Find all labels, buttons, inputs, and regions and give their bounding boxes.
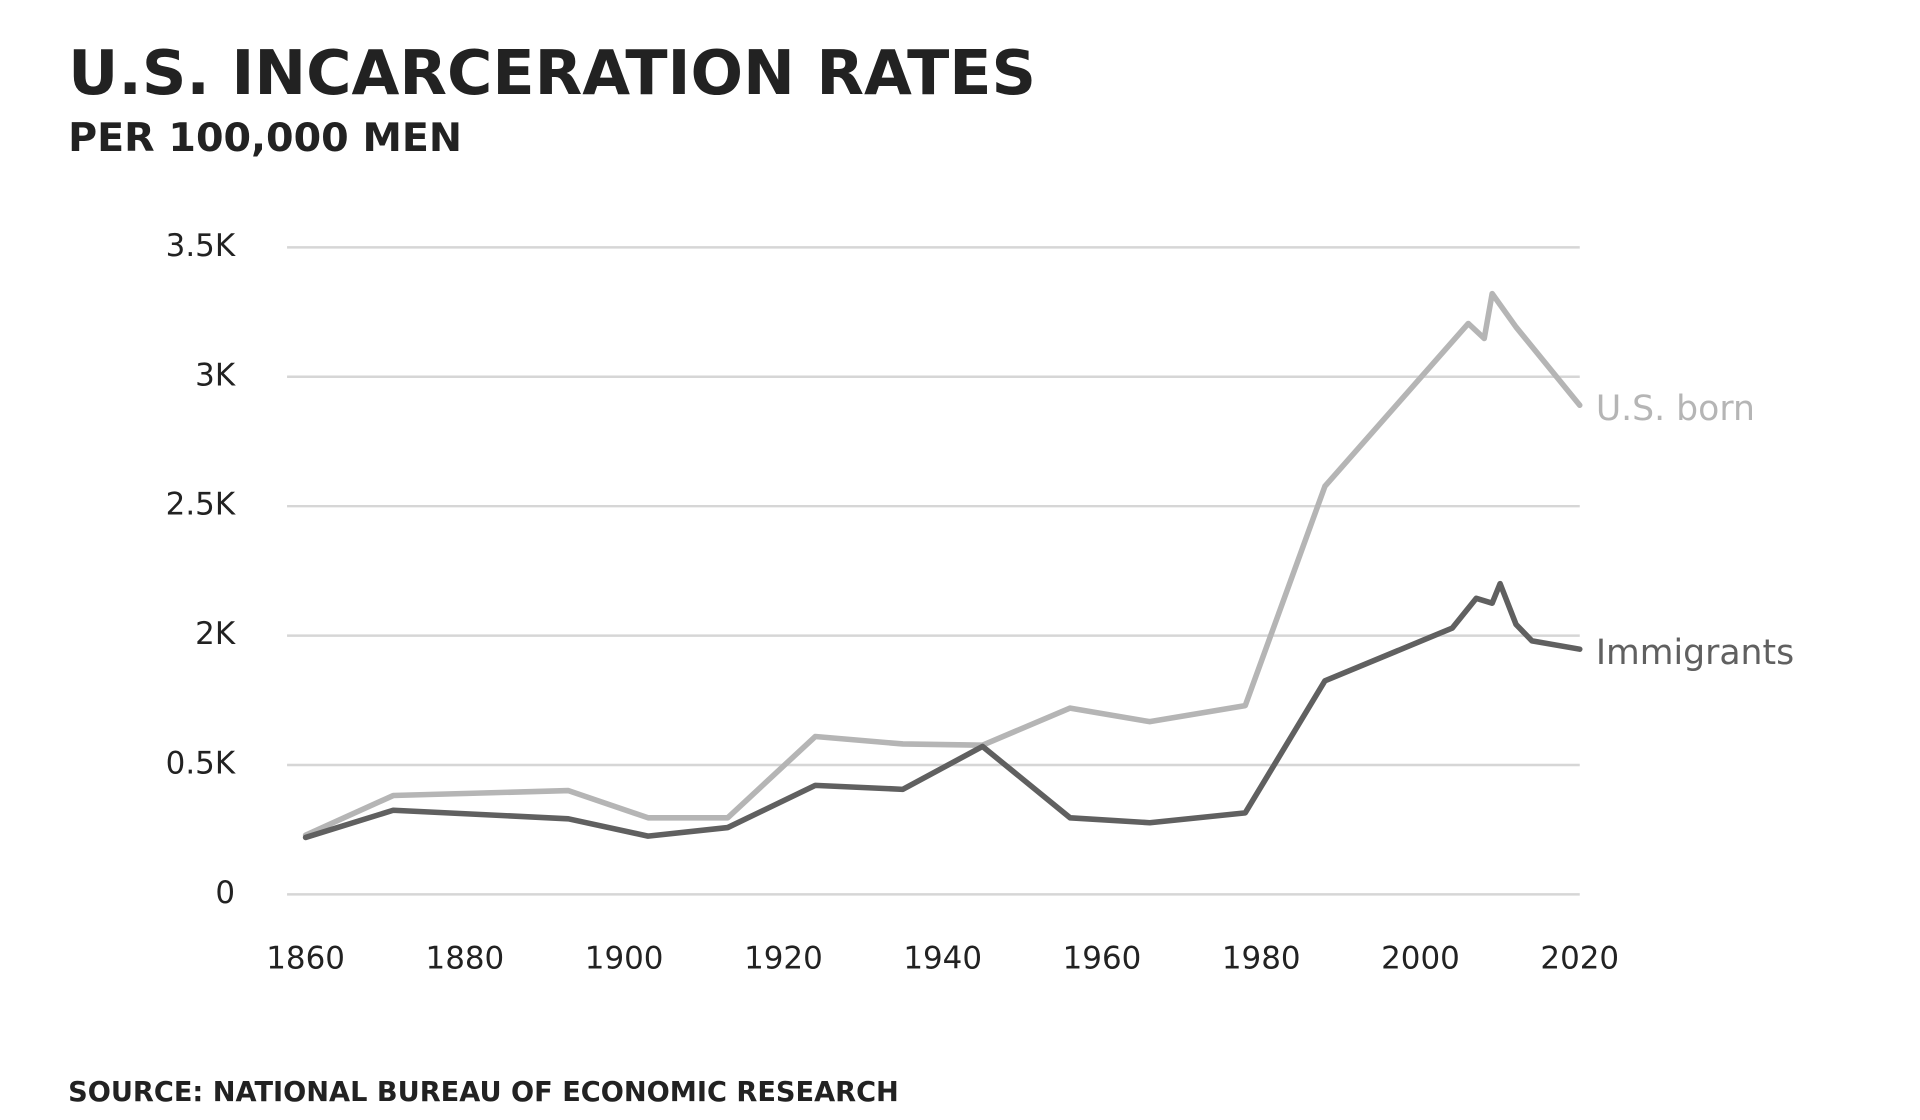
source-note: SOURCE: NATIONAL BUREAU OF ECONOMIC RESE…	[68, 1077, 899, 1108]
x-tick-label: 1860	[266, 940, 345, 976]
series-label: Immigrants	[1596, 633, 1794, 673]
chart-title: U.S. INCARCERATION RATES	[68, 37, 1036, 109]
y-tick-label: 3K	[195, 357, 236, 393]
series-line	[302, 290, 1583, 838]
x-tick-label: 1900	[585, 940, 664, 976]
x-tick-label: 1920	[744, 940, 823, 976]
y-tick-label: 3.5K	[166, 228, 236, 264]
y-tick-label: 0.5K	[166, 745, 236, 781]
x-tick-label: 2000	[1381, 940, 1460, 976]
series-label: U.S. born	[1596, 389, 1755, 429]
x-tick-label: 2020	[1540, 940, 1619, 976]
series-line	[302, 580, 1583, 841]
y-tick-label: 2.5K	[166, 487, 236, 523]
x-tick-label: 1940	[903, 940, 982, 976]
y-tick-label: 0	[215, 875, 235, 911]
x-tick-label: 1960	[1063, 940, 1142, 976]
y-tick-label: 2K	[195, 616, 236, 652]
chart-subtitle: PER 100,000 MEN	[68, 115, 462, 161]
x-tick-label: 1880	[426, 940, 505, 976]
x-tick-label: 1980	[1222, 940, 1301, 976]
